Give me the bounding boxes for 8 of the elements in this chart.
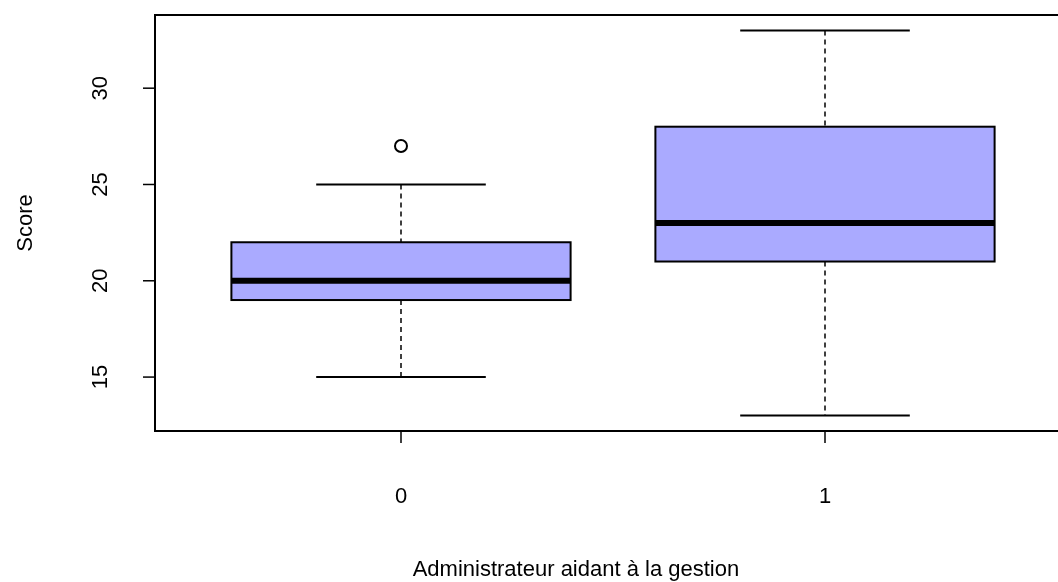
- y-tick-label: 30: [87, 75, 112, 101]
- y-tick-label: 20: [87, 268, 112, 294]
- x-tick-label: 0: [394, 483, 408, 508]
- x-tick-label: 1: [818, 483, 832, 508]
- x-axis-title: Administrateur aidant à la gestion: [412, 556, 740, 581]
- y-axis-title: Score: [12, 194, 37, 252]
- y-tick-label: 25: [87, 172, 112, 197]
- y-tick-label: 15: [87, 364, 112, 390]
